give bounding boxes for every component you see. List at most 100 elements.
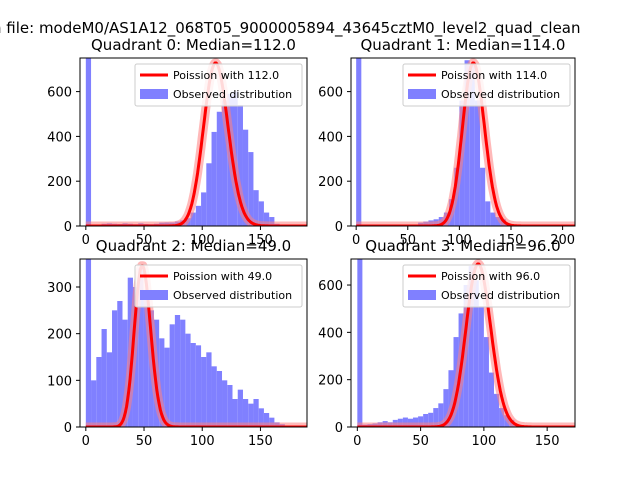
histogram-bar bbox=[227, 385, 233, 427]
histogram-bar bbox=[85, 259, 92, 427]
y-tick-label: 600 bbox=[47, 86, 72, 101]
histogram-bar bbox=[248, 403, 254, 427]
legend-box bbox=[134, 63, 303, 107]
histogram-bar bbox=[164, 347, 170, 427]
legend-label-observed: Observed distribution bbox=[441, 289, 560, 302]
x-tick-label: 100 bbox=[471, 434, 496, 449]
plot-area bbox=[354, 259, 575, 427]
histogram-bar bbox=[85, 58, 92, 226]
poisson-fit-line bbox=[357, 262, 575, 427]
poisson-fit-line bbox=[85, 264, 307, 427]
histogram-bar bbox=[499, 408, 505, 427]
histogram-bar bbox=[248, 152, 254, 226]
x-tick-label: 0 bbox=[82, 233, 90, 248]
x-tick-label: 150 bbox=[248, 233, 273, 248]
histogram-bar bbox=[216, 371, 223, 427]
y-tick-label: 200 bbox=[318, 175, 343, 190]
histogram-bar bbox=[174, 315, 181, 427]
histogram-bar bbox=[253, 399, 259, 427]
axes-frame bbox=[79, 258, 308, 428]
x-tick-label: 50 bbox=[400, 233, 417, 248]
legend-hist-swatch bbox=[140, 89, 168, 99]
y-tick-label: 0 bbox=[64, 421, 72, 436]
x-tick-label: 50 bbox=[136, 434, 153, 449]
axes-frame bbox=[79, 57, 308, 227]
subplot-title: Quadrant 3: Median=96.0 bbox=[365, 237, 560, 255]
histogram-bar bbox=[242, 129, 249, 226]
histogram-bar bbox=[423, 413, 429, 427]
histogram-bar bbox=[494, 393, 500, 427]
x-tick-label: 50 bbox=[136, 233, 153, 248]
histogram-bar bbox=[159, 338, 165, 427]
legend-hist-swatch bbox=[408, 89, 436, 99]
histogram-bar bbox=[237, 389, 243, 427]
histogram-bar bbox=[222, 380, 228, 427]
histogram-bar bbox=[258, 201, 264, 226]
histogram-bar bbox=[237, 105, 243, 226]
y-tick-label: 0 bbox=[335, 421, 343, 436]
axes-frame bbox=[350, 57, 576, 227]
histogram-bar bbox=[258, 408, 264, 427]
subplot-quadrant-3: 0 50 100 150 0 200 400 600 Quadrant 3: Median=96… bbox=[318, 237, 576, 449]
histogram-bar bbox=[263, 212, 270, 226]
subplot-quadrant-2: 0 50 100 150 0 100 200 300 Quadrant 2: Median=49… bbox=[47, 237, 308, 449]
axes-frame bbox=[350, 258, 576, 428]
histogram-bar bbox=[190, 212, 196, 226]
histogram-bar bbox=[356, 58, 362, 226]
histogram-bar bbox=[490, 212, 496, 226]
histogram-bar bbox=[438, 403, 444, 427]
y-tick-label: 300 bbox=[47, 281, 72, 296]
histogram-bar bbox=[488, 372, 495, 427]
histogram-bar bbox=[469, 64, 475, 226]
histogram-bar bbox=[206, 352, 212, 427]
x-tick-label: 100 bbox=[190, 434, 215, 449]
histogram-bar bbox=[242, 399, 249, 427]
histogram-bar bbox=[402, 417, 408, 427]
histogram-bar bbox=[474, 100, 481, 226]
legend-label-fit: Poission with 114.0 bbox=[441, 69, 547, 82]
histogram-bar bbox=[443, 389, 449, 427]
x-tick-label: 150 bbox=[248, 434, 273, 449]
histogram-bar bbox=[485, 201, 491, 226]
subplot-quadrant-1: 0 50 100 150 200 0 200 400 600 Quadrant 1: Median… bbox=[318, 36, 576, 248]
legend-hist-swatch bbox=[140, 290, 168, 300]
legend-label-observed: Observed distribution bbox=[441, 88, 560, 101]
histogram-bar bbox=[495, 217, 501, 226]
histogram-bar bbox=[468, 266, 474, 427]
y-tick-label: 0 bbox=[64, 220, 72, 235]
subplot-quadrant-0: 0 50 100 150 0 200 400 600 Quadrant 0: Median=11… bbox=[47, 36, 308, 248]
histogram-bar bbox=[253, 190, 259, 226]
histogram-bar bbox=[91, 380, 97, 427]
histogram-bar bbox=[112, 310, 118, 427]
histogram-bar bbox=[222, 100, 228, 226]
histogram-bar bbox=[190, 343, 196, 427]
x-tick-label: 150 bbox=[499, 233, 524, 248]
histogram-bar bbox=[195, 345, 202, 427]
x-tick-label: 100 bbox=[190, 233, 215, 248]
x-tick-label: 200 bbox=[550, 233, 575, 248]
histogram-bar bbox=[263, 413, 270, 427]
histogram-bar bbox=[143, 291, 149, 427]
legend-box bbox=[402, 264, 571, 308]
histogram-bar bbox=[206, 163, 212, 226]
y-tick-label: 600 bbox=[318, 86, 343, 101]
x-tick-label: 0 bbox=[352, 233, 360, 248]
x-tick-label: 50 bbox=[412, 434, 429, 449]
histogram-bar bbox=[101, 329, 107, 427]
figure-suptitle: n file: modeM0/AS1A12_068T05_9000005894_… bbox=[0, 19, 581, 38]
histogram-bar bbox=[357, 259, 363, 427]
legend-label-observed: Observed distribution bbox=[173, 88, 292, 101]
y-tick-label: 400 bbox=[318, 326, 343, 341]
y-tick-label: 400 bbox=[47, 130, 72, 145]
histogram-bar bbox=[195, 205, 202, 226]
histogram-bar bbox=[418, 416, 424, 427]
y-tick-label: 100 bbox=[47, 374, 72, 389]
legend-box bbox=[402, 63, 571, 107]
legend-label-fit: Poission with 96.0 bbox=[441, 270, 540, 283]
histogram-bar bbox=[448, 370, 454, 427]
histogram-bar bbox=[201, 357, 207, 427]
histogram-bar bbox=[428, 412, 434, 427]
y-tick-label: 400 bbox=[318, 130, 343, 145]
histogram-bar bbox=[232, 399, 238, 427]
